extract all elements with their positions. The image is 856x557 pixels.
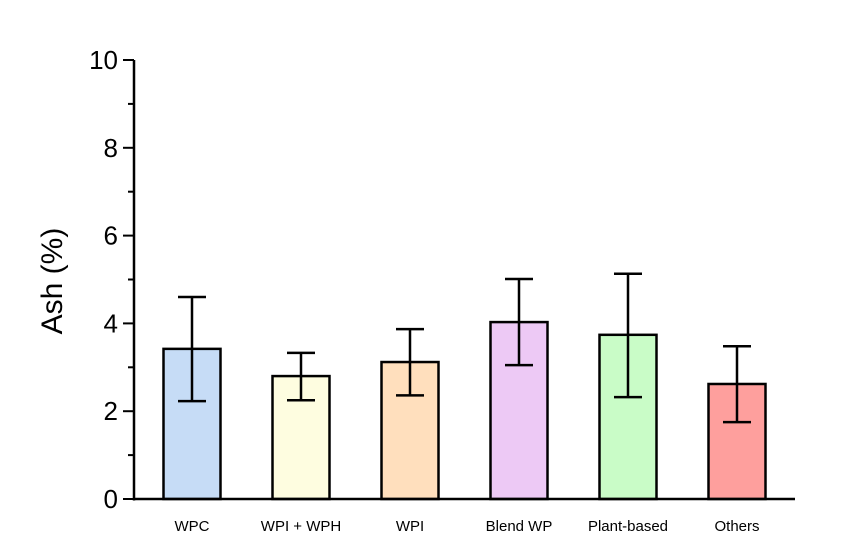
x-tick-label: Plant-based [588,518,668,535]
x-tick-label: WPC [175,518,210,535]
y-tick-label: 8 [104,133,118,163]
y-tick-label: 10 [89,45,118,75]
x-tick-label: WPI + WPH [261,518,341,535]
y-tick-label: 6 [104,221,118,251]
y-tick-label: 4 [104,308,118,338]
x-tick-label: Blend WP [486,518,553,535]
x-tick-label: Others [714,518,759,535]
x-tick-label: WPI [396,518,424,535]
y-axis-label: Ash (%) [36,228,69,335]
y-tick-label: 0 [104,484,118,514]
y-tick-label: 2 [104,396,118,426]
